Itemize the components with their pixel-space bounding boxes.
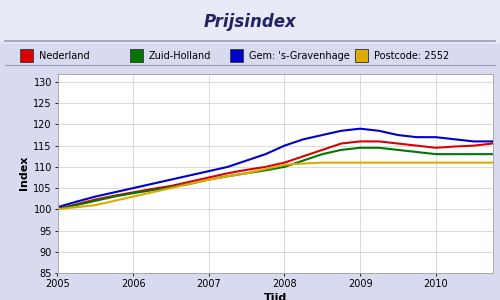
FancyBboxPatch shape <box>0 0 500 44</box>
Text: Nederland: Nederland <box>38 50 89 61</box>
Text: Zuid-Holland: Zuid-Holland <box>148 50 211 61</box>
FancyBboxPatch shape <box>355 49 368 62</box>
FancyBboxPatch shape <box>230 49 242 62</box>
Text: Prijsindex: Prijsindex <box>204 13 296 31</box>
FancyBboxPatch shape <box>20 49 32 62</box>
X-axis label: Tijd: Tijd <box>264 293 286 300</box>
FancyBboxPatch shape <box>130 49 142 62</box>
Text: Postcode: 2552: Postcode: 2552 <box>374 50 449 61</box>
Text: Gem: 's-Gravenhage: Gem: 's-Gravenhage <box>248 50 349 61</box>
Y-axis label: Index: Index <box>19 156 29 190</box>
